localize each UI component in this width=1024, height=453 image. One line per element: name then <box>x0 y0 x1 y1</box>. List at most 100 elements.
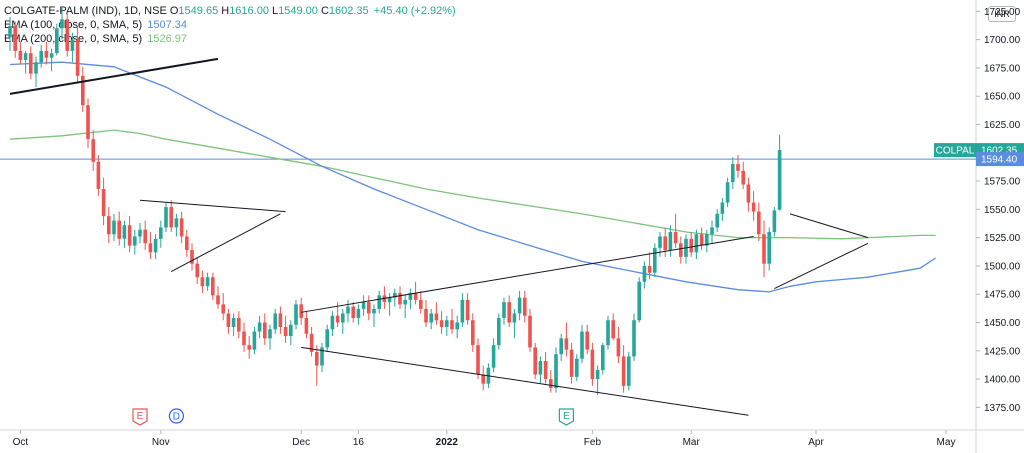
candle-down <box>29 53 33 74</box>
candle-up <box>408 293 413 300</box>
candle-up <box>595 370 600 380</box>
candle-down <box>564 338 569 350</box>
x-tick-label: Apr <box>808 437 824 448</box>
candle-up <box>294 304 298 325</box>
candle-down <box>169 207 173 228</box>
ohlc-values: O1549.65 H1616.00 L1549.00 C1602.35 <box>170 5 369 17</box>
candle-up <box>133 236 137 246</box>
candle-up <box>268 329 272 339</box>
candle-up <box>637 281 641 321</box>
symbol-tag <box>934 143 976 158</box>
candle-down <box>507 302 511 323</box>
ema100-line <box>9 61 936 293</box>
candle-up <box>273 313 277 330</box>
candle-up <box>575 358 579 377</box>
ohlc-key-o: O <box>169 5 179 17</box>
x-tick-label: Mar <box>683 437 701 448</box>
candle-down <box>211 277 215 296</box>
candle-up <box>627 356 631 386</box>
y-tick-label: 1400.00 <box>984 375 1021 386</box>
candle-down <box>18 50 23 60</box>
candle-up <box>159 227 163 239</box>
candle-down <box>335 315 340 323</box>
candle-down <box>762 234 766 264</box>
candle-up <box>694 234 699 253</box>
ema200-value: 1526.97 <box>147 33 187 45</box>
candle-down <box>419 299 423 309</box>
candle-up <box>497 317 501 346</box>
candle-up <box>377 295 381 309</box>
ema100-label[interactable]: EMA (100, close, 0, SMA, 5) <box>4 19 143 31</box>
candle-up <box>346 306 350 314</box>
y-tick-label: 1425.00 <box>984 346 1021 357</box>
candle-up <box>710 227 714 235</box>
candle-down <box>190 250 194 264</box>
ohlc-value-o: 1549.65 <box>178 5 219 17</box>
candle-up <box>502 302 506 318</box>
candle-up <box>372 308 376 314</box>
y-tick-label: 1725.00 <box>984 7 1021 18</box>
symbol-title[interactable]: COLGATE-PALM (IND), 1D, NSE <box>4 5 167 17</box>
candle-down <box>590 349 595 380</box>
x-tick-label: 2022 <box>436 437 459 448</box>
candle-down <box>585 331 589 350</box>
candle-down <box>351 306 355 318</box>
candle-up <box>231 317 236 328</box>
candle-up <box>341 313 345 323</box>
y-tick-label: 1625.00 <box>984 120 1021 131</box>
candle-down <box>741 170 745 185</box>
candle-down <box>127 225 132 246</box>
candle-up <box>320 347 324 366</box>
candle-down <box>200 277 205 287</box>
candle-up <box>580 331 584 359</box>
candle-up <box>289 324 293 337</box>
y-tick-label: 1475.00 <box>984 290 1021 301</box>
candle-up <box>606 320 610 346</box>
candle-down <box>439 320 444 328</box>
candle-up <box>138 229 142 237</box>
candle-down <box>44 50 49 58</box>
candle-down <box>471 320 475 346</box>
candle-down <box>481 374 485 384</box>
ema200-line <box>9 129 936 240</box>
candle-up <box>205 277 210 287</box>
candle-down <box>283 327 288 337</box>
candle-up <box>403 299 407 305</box>
ema200-label[interactable]: EMA (200, close, 0, SMA, 5) <box>4 33 143 45</box>
candle-down <box>185 236 189 251</box>
candle-down <box>263 322 267 339</box>
candle-down <box>81 75 85 106</box>
candle-up <box>715 213 719 228</box>
x-tick-label: Oct <box>13 437 29 448</box>
candle-up <box>164 207 168 228</box>
candle-up <box>731 164 735 183</box>
candle-up <box>767 231 771 264</box>
x-tick-label: Nov <box>152 437 170 448</box>
candle-down <box>413 293 418 300</box>
candle-up <box>642 265 647 282</box>
candle-down <box>101 188 106 217</box>
y-tick-label: 1650.00 <box>984 92 1021 103</box>
candle-up <box>445 320 449 328</box>
candle-up <box>720 202 725 214</box>
candle-up <box>491 345 496 368</box>
hline-price-label: 1594.40 <box>981 155 1018 166</box>
candle-down <box>450 320 454 330</box>
candle-down <box>148 243 153 253</box>
candle-up <box>325 329 329 348</box>
candle-up <box>330 315 335 330</box>
trendline <box>789 213 869 239</box>
legend-ema100-row: EMA (100, close, 0, SMA, 5) 1507.34 <box>4 18 456 32</box>
candle-down <box>533 347 537 375</box>
currency-button[interactable]: INR <box>988 6 1016 22</box>
ohlc-key-h: H <box>218 5 230 17</box>
earnings-marker <box>132 408 148 426</box>
candle-down <box>736 164 740 171</box>
trendline <box>170 213 281 273</box>
y-tick-label: 1550.00 <box>984 205 1021 216</box>
candle-down <box>96 161 101 189</box>
trendline <box>774 242 869 290</box>
ema100-value: 1507.34 <box>147 19 187 31</box>
candle-up <box>112 220 116 235</box>
